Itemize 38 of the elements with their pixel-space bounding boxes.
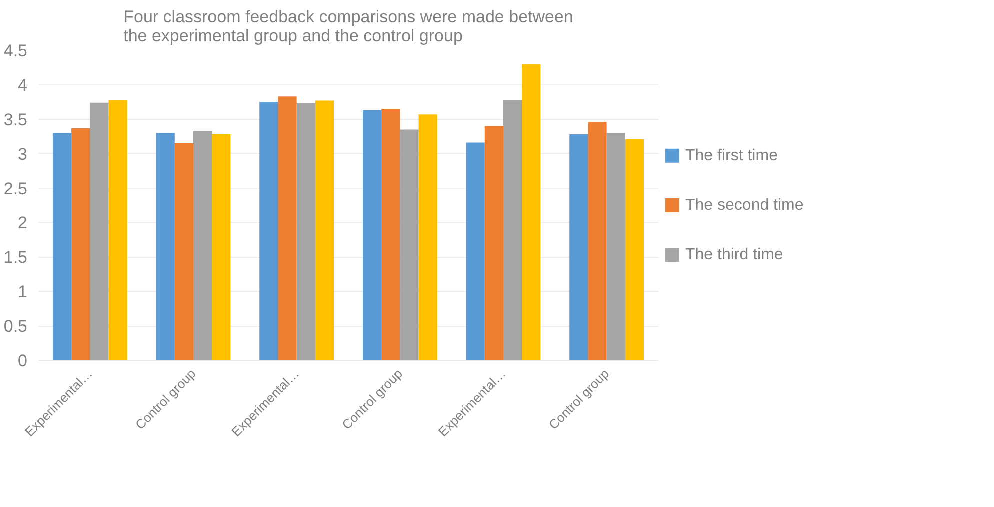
y-tick-label: 4.5 [4,42,28,60]
bar [156,133,175,360]
legend-label: The first time [686,147,778,164]
bar [90,102,109,360]
bar [174,144,194,360]
bar [400,130,419,360]
chart-title: Four classroom feedback comparisons were made between the experimental group and the control group [124,8,574,46]
bar [52,133,72,360]
bar [296,104,316,360]
y-tick-label: 0 [18,352,28,370]
bar [72,128,90,360]
y-tick-label: 1 [18,282,28,302]
y-tick-label: 3 [18,144,28,164]
bar [466,142,485,360]
legend-label: The second time [686,197,804,214]
y-tick-label: 3.5 [4,110,28,130]
bar [212,134,231,360]
bar [382,109,400,360]
bar [260,102,278,360]
bar [108,100,128,360]
y-tick-label: 4 [18,76,28,95]
bar [194,131,212,360]
bar [484,126,504,360]
bar [418,114,438,360]
bar [625,139,644,360]
y-tick-label: 0.5 [4,317,28,336]
y-tick-label: 1.5 [4,248,28,268]
bar [278,96,297,360]
bar [315,100,334,360]
y-tick-label: 2.5 [4,179,28,198]
bar [588,122,607,360]
bar [504,100,522,360]
y-tick-label: 2 [18,214,28,233]
bar [570,134,588,360]
bar [606,133,626,360]
legend-label: The third time [686,246,784,264]
bar [362,110,382,360]
bar [522,64,541,360]
